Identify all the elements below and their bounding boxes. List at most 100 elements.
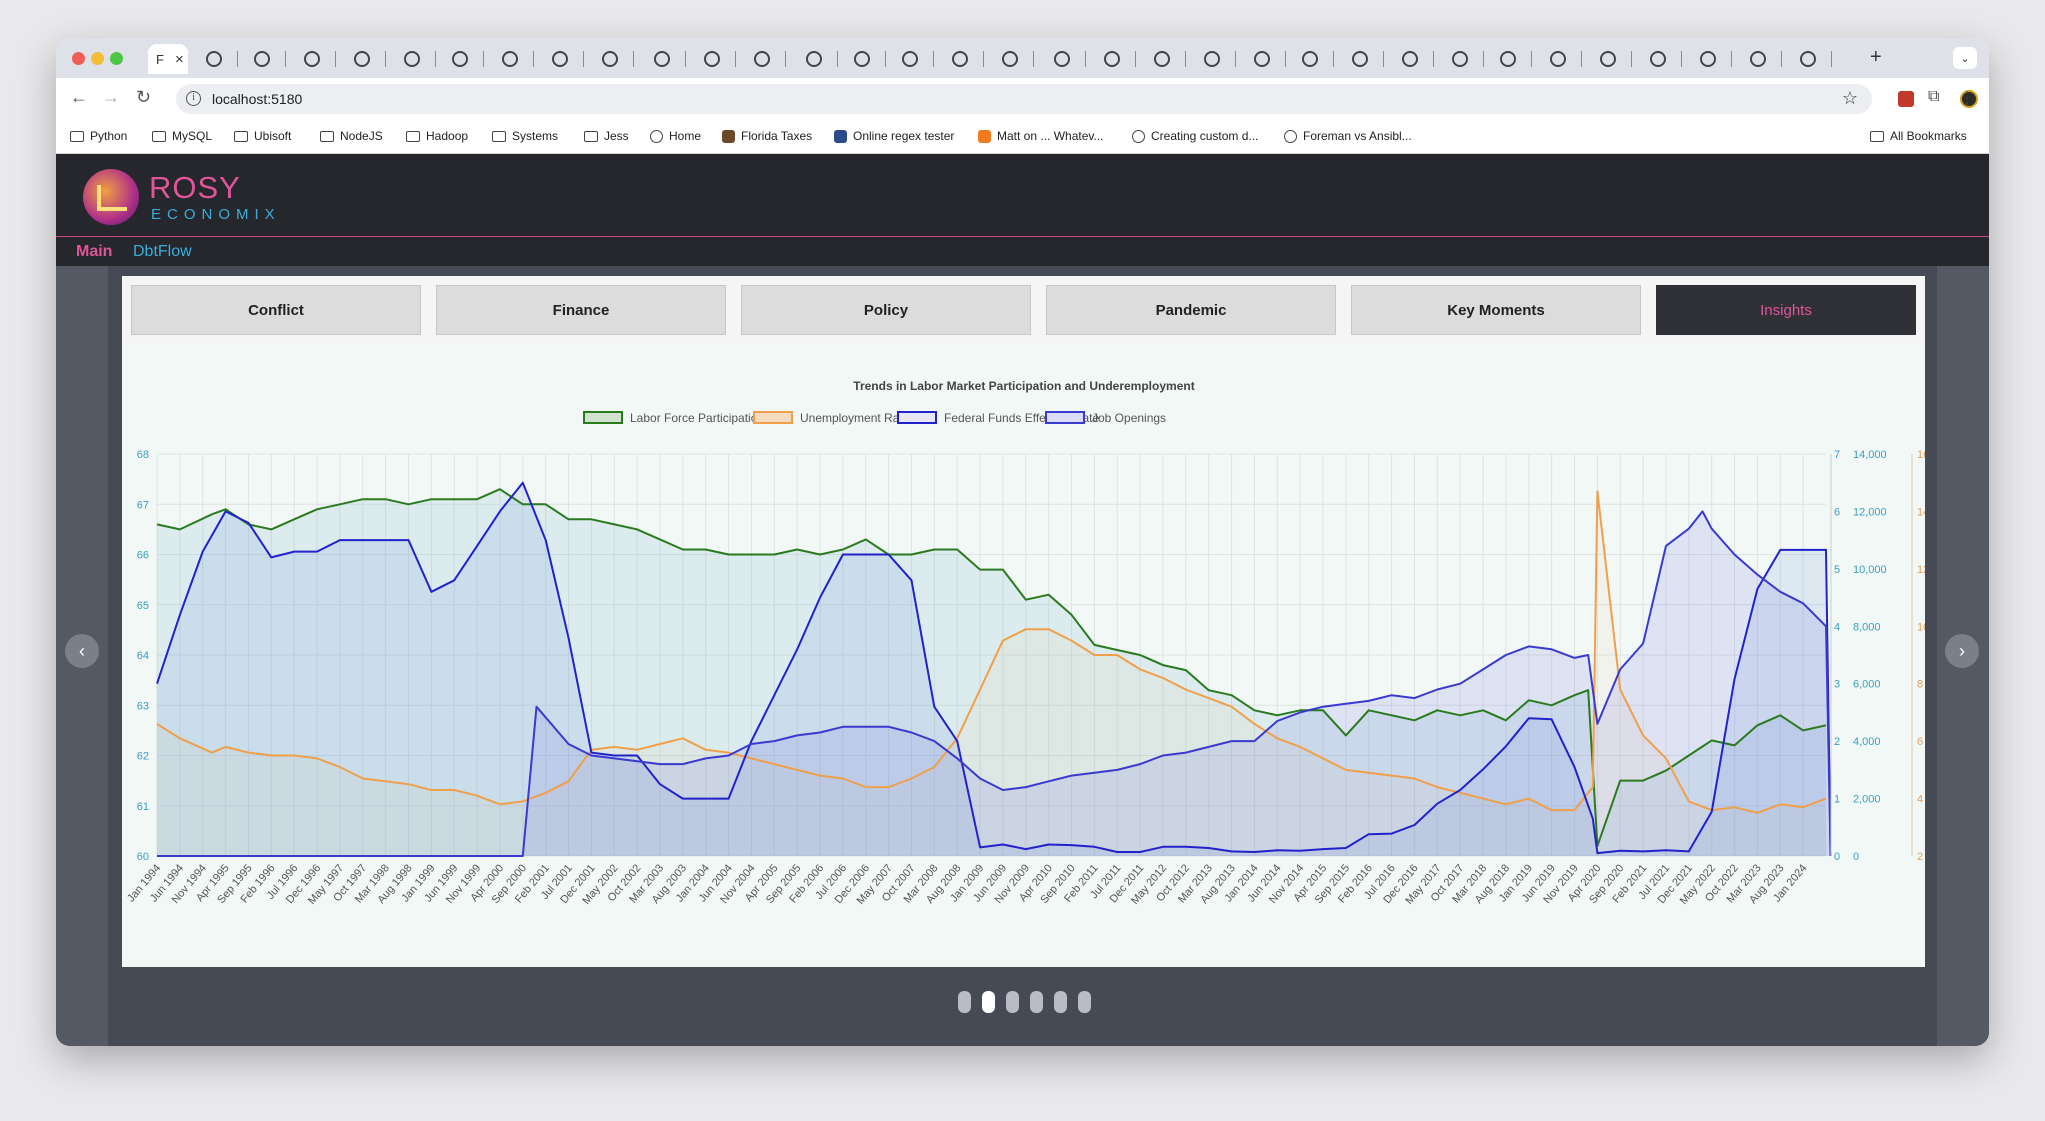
puzzle-extensions-icon[interactable]: ⧉ [1928, 88, 1940, 105]
bookmark-python[interactable]: Python [70, 129, 127, 143]
browser-tab[interactable] [1146, 44, 1186, 74]
close-window-button[interactable] [72, 52, 85, 65]
carousel-dot[interactable] [1006, 991, 1019, 1013]
browser-tab[interactable] [646, 44, 686, 74]
bookmark-systems[interactable]: Systems [492, 129, 558, 143]
browser-tab[interactable] [1096, 44, 1136, 74]
browser-tab[interactable] [1444, 44, 1484, 74]
bookmark-label: NodeJS [340, 129, 383, 143]
category-policy-button[interactable]: Policy [741, 285, 1031, 335]
browser-tab[interactable] [746, 44, 786, 74]
y-left-tick-label: 65 [137, 600, 149, 612]
nav-main-link[interactable]: Main [76, 243, 113, 260]
carousel-dot[interactable] [958, 991, 971, 1013]
carousel-dot[interactable] [1030, 991, 1043, 1013]
y-left-tick-label: 62 [137, 751, 149, 763]
tab-separator [1285, 51, 1286, 67]
browser-tab[interactable] [1792, 44, 1832, 74]
bookmark-florida-taxes[interactable]: Florida Taxes [722, 129, 812, 143]
browser-tab[interactable] [696, 44, 736, 74]
reload-icon[interactable]: ↻ [136, 87, 152, 107]
minimize-window-button[interactable] [91, 52, 104, 65]
y-fedfunds-tick-label: 1 [1834, 794, 1840, 806]
tab-search-button[interactable]: ⌄ [1953, 47, 1977, 69]
browser-tab[interactable] [798, 44, 838, 74]
tab-separator [1631, 51, 1632, 67]
browser-tab[interactable] [1492, 44, 1532, 74]
category-pandemic-button[interactable]: Pandemic [1046, 285, 1336, 335]
category-insights-button[interactable]: Insights [1656, 285, 1916, 335]
tab-separator [1333, 51, 1334, 67]
browser-tab[interactable] [594, 44, 634, 74]
category-key-moments-button[interactable]: Key Moments [1351, 285, 1641, 335]
carousel-dot[interactable] [982, 991, 995, 1013]
forward-arrow-icon[interactable]: → [102, 87, 120, 107]
bookmark-label: Ubisoft [254, 129, 292, 143]
browser-tab[interactable] [1344, 44, 1384, 74]
browser-tab[interactable] [1542, 44, 1582, 74]
all-bookmarks[interactable]: All Bookmarks [1870, 129, 1967, 143]
browser-tab[interactable] [846, 44, 886, 74]
carousel-prev-arrow-icon[interactable]: ‹ [65, 634, 99, 668]
tab-favicon-icon [1154, 51, 1170, 67]
maximize-window-button[interactable] [110, 52, 123, 65]
tab-favicon-icon [806, 51, 822, 67]
extension-icon[interactable] [1898, 91, 1914, 107]
browser-tab[interactable] [994, 44, 1034, 74]
rosy-economix-logo-icon[interactable] [83, 169, 139, 225]
bookmark-matt[interactable]: Matt on ... Whatev... [978, 129, 1103, 143]
y-left-tick-label: 64 [137, 650, 149, 662]
carousel-dot[interactable] [1054, 991, 1067, 1013]
tab-active[interactable]: F × [148, 44, 188, 74]
browser-tab[interactable] [1742, 44, 1782, 74]
carousel-dot[interactable] [1078, 991, 1091, 1013]
browser-tab[interactable] [494, 44, 534, 74]
bookmark-regex-tester[interactable]: Online regex tester [834, 129, 954, 143]
new-tab-button[interactable]: + [1870, 46, 1882, 68]
y-openings-tick-label: 0 [1853, 851, 1859, 863]
bookmark-star-icon[interactable]: ☆ [1841, 88, 1858, 108]
bookmark-home[interactable]: Home [650, 129, 701, 143]
tab-separator [285, 51, 286, 67]
browser-tab[interactable] [346, 44, 386, 74]
browser-tab[interactable] [1592, 44, 1632, 74]
legend-label: Job Openings [1092, 411, 1166, 425]
browser-tab[interactable] [1046, 44, 1086, 74]
browser-tab[interactable] [246, 44, 286, 74]
browser-tab[interactable] [1294, 44, 1334, 74]
bookmark-creating-custom[interactable]: Creating custom d... [1132, 129, 1258, 143]
browser-tab[interactable] [1394, 44, 1434, 74]
menu-kebab-icon[interactable]: ⋮ [1959, 90, 1975, 107]
back-arrow-icon[interactable]: ← [70, 87, 88, 107]
browser-tab[interactable] [1246, 44, 1286, 74]
category-finance-button[interactable]: Finance [436, 285, 726, 335]
browser-tab[interactable] [1196, 44, 1236, 74]
browser-tab[interactable] [444, 44, 484, 74]
browser-tab[interactable] [1692, 44, 1732, 74]
browser-tab[interactable] [894, 44, 934, 74]
address-bar[interactable]: i localhost:5180 ☆ [176, 84, 1872, 114]
carousel-dots [958, 991, 1091, 1013]
bookmark-ubisoft[interactable]: Ubisoft [234, 129, 291, 143]
bookmark-foreman[interactable]: Foreman vs Ansibl... [1284, 129, 1412, 143]
browser-tab[interactable] [944, 44, 984, 74]
tab-separator [633, 51, 634, 67]
browser-tab[interactable] [1642, 44, 1682, 74]
y-left-tick-label: 67 [137, 499, 149, 511]
browser-tab[interactable] [544, 44, 584, 74]
carousel-next-arrow-icon[interactable]: › [1945, 634, 1979, 668]
nav-dbtflow-link[interactable]: DbtFlow [133, 243, 192, 260]
bookmark-hadoop[interactable]: Hadoop [406, 129, 468, 143]
close-tab-icon[interactable]: × [174, 50, 184, 68]
browser-tab[interactable] [296, 44, 336, 74]
profile-avatar[interactable] [1960, 90, 1978, 108]
site-info-icon[interactable]: i [186, 91, 201, 106]
bookmark-mysql[interactable]: MySQL [152, 129, 212, 143]
browser-tab[interactable] [396, 44, 436, 74]
tab-separator [1731, 51, 1732, 67]
bookmark-jess[interactable]: Jess [584, 129, 629, 143]
legend-label: Labor Force Participation Rate [630, 411, 793, 425]
browser-tab[interactable] [198, 44, 238, 74]
bookmark-nodejs[interactable]: NodeJS [320, 129, 383, 143]
category-conflict-button[interactable]: Conflict [131, 285, 421, 335]
